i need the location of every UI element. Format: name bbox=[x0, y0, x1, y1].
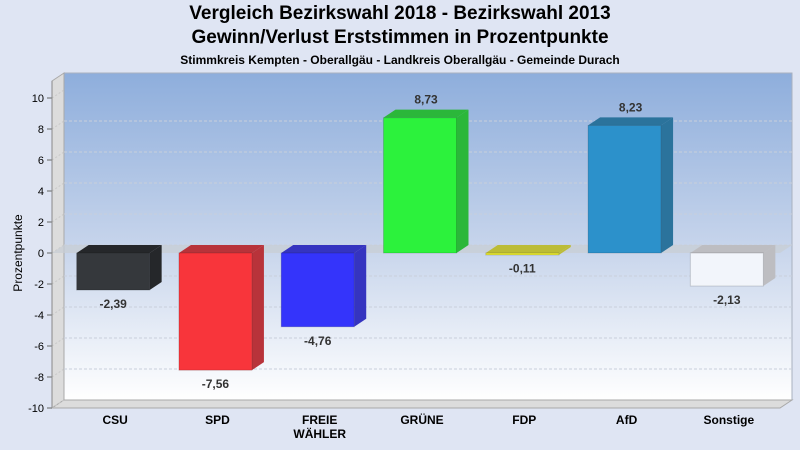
x-category-label: AfD bbox=[616, 413, 638, 427]
bar-side-face bbox=[149, 245, 162, 291]
bar bbox=[178, 245, 264, 371]
grid-line-side bbox=[51, 337, 65, 347]
grid-line-side bbox=[51, 213, 65, 223]
bar-value-label: -7,56 bbox=[202, 377, 230, 391]
x-category-label: CSU bbox=[102, 413, 127, 427]
y-tick-label: 2 bbox=[38, 217, 44, 229]
y-tick-label: 10 bbox=[32, 93, 44, 105]
bar-side-face bbox=[558, 245, 571, 255]
x-category-label: WÄHLER bbox=[293, 426, 346, 441]
bar-top-face bbox=[76, 245, 162, 253]
bar-top-face bbox=[588, 117, 674, 126]
bar-value-label: 8,23 bbox=[619, 100, 643, 114]
bar bbox=[485, 245, 571, 256]
bar-front-face bbox=[383, 117, 457, 254]
grid-line-side bbox=[51, 182, 65, 192]
bar bbox=[76, 245, 162, 291]
y-tick-label: -6 bbox=[34, 341, 44, 353]
bar-value-label: -4,76 bbox=[304, 334, 332, 348]
bar-side-face bbox=[661, 117, 674, 253]
bar-top-face bbox=[690, 245, 776, 253]
y-tick-label: -4 bbox=[34, 310, 44, 322]
x-category-label: GRÜNE bbox=[400, 412, 443, 427]
grid-line-side bbox=[51, 151, 65, 161]
bar-value-label: -2,39 bbox=[99, 297, 127, 311]
y-tick-label: 6 bbox=[38, 155, 44, 167]
chart-subtitle: Gewinn/Verlust Erststimmen in Prozentpun… bbox=[191, 27, 609, 48]
bar bbox=[280, 245, 367, 328]
bar-side-face bbox=[251, 245, 264, 371]
bar-side-face bbox=[763, 245, 776, 287]
x-category-label: FDP bbox=[512, 413, 536, 427]
bar-value-label: -2,13 bbox=[713, 293, 741, 307]
grid-line-side bbox=[51, 368, 65, 378]
bar-front-face bbox=[485, 252, 560, 256]
chart-title: Vergleich Bezirkswahl 2018 - Bezirkswahl… bbox=[189, 3, 611, 24]
bar bbox=[689, 245, 776, 287]
bar-top-face bbox=[485, 245, 571, 253]
bar bbox=[587, 117, 674, 254]
bar-side-face bbox=[456, 109, 469, 253]
bar-front-face bbox=[587, 124, 662, 254]
grid-line-side bbox=[51, 89, 65, 99]
chart-region-subtitle: Stimmkreis Kempten - Oberallgäu - Landkr… bbox=[180, 53, 620, 67]
y-tick-label: 4 bbox=[38, 186, 44, 198]
grid-line-side bbox=[51, 244, 65, 254]
bar-side-face bbox=[354, 245, 367, 327]
bar-value-label: 8,73 bbox=[414, 93, 438, 107]
y-axis-label: Prozentpunkte bbox=[11, 214, 25, 292]
grid-line-side bbox=[51, 399, 65, 409]
bar-top-face bbox=[178, 245, 264, 253]
bar-top-face bbox=[383, 109, 469, 118]
y-tick-label: -2 bbox=[34, 279, 44, 291]
y-tick-label: -8 bbox=[34, 372, 44, 384]
bar-value-label: -0,11 bbox=[509, 262, 536, 276]
bar-front-face bbox=[280, 252, 355, 328]
bar-top-face bbox=[281, 245, 367, 253]
grid-line-side bbox=[51, 275, 65, 285]
bar bbox=[383, 109, 469, 254]
x-category-label: Sonstige bbox=[704, 413, 755, 427]
y-tick-label: -10 bbox=[28, 403, 44, 415]
bar-front-face bbox=[689, 252, 764, 287]
bar-front-face bbox=[76, 252, 151, 291]
grid-line-side bbox=[51, 306, 65, 316]
grid-line-side bbox=[51, 120, 65, 130]
x-category-label: SPD bbox=[205, 413, 230, 427]
bar-front-face bbox=[178, 252, 253, 371]
plot-floor bbox=[50, 399, 794, 409]
plot-side-wall bbox=[51, 72, 65, 409]
x-category-label: FREIE bbox=[302, 413, 337, 427]
y-tick-label: 8 bbox=[38, 124, 44, 136]
y-tick-label: 0 bbox=[38, 248, 44, 260]
